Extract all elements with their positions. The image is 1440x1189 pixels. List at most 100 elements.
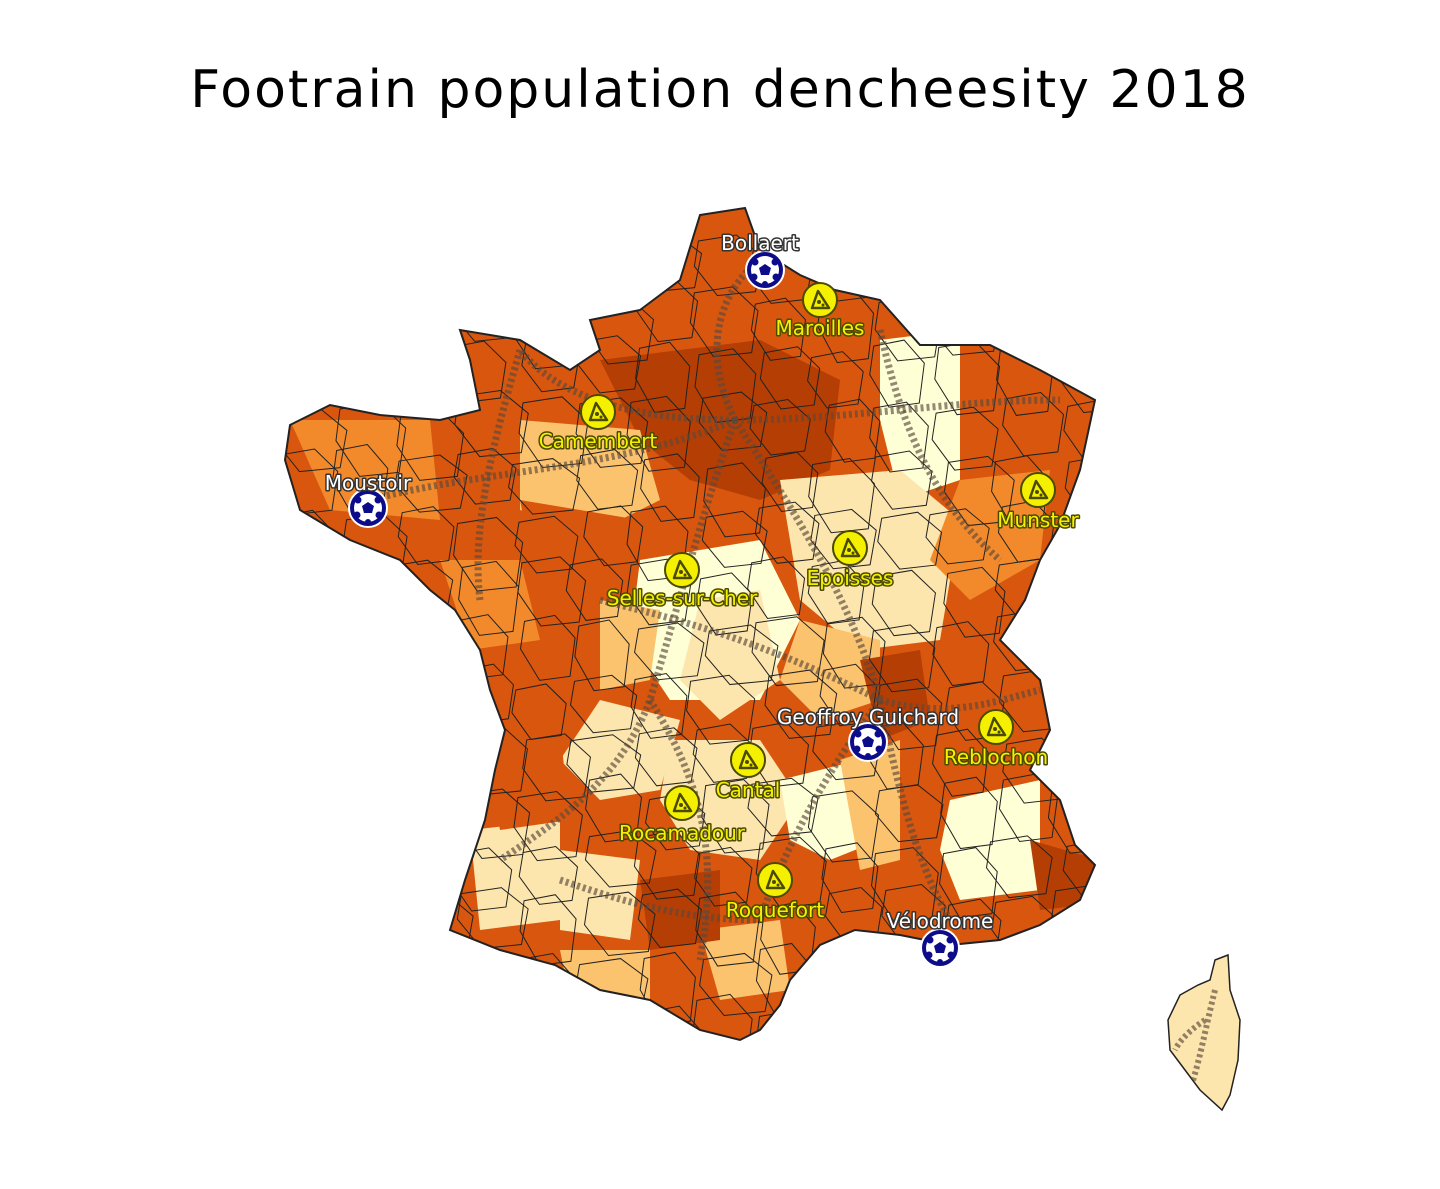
department-border xyxy=(991,455,1049,526)
department-border xyxy=(1002,737,1066,804)
dept-region xyxy=(1030,840,1095,910)
cheese-label: Maroilles xyxy=(776,316,865,340)
dept-region xyxy=(520,500,640,600)
dept-region xyxy=(840,740,900,870)
rail-line xyxy=(369,416,737,504)
department-border xyxy=(871,569,936,637)
department-border xyxy=(397,941,454,1002)
cheese-icon xyxy=(580,394,616,430)
department-border xyxy=(574,998,635,1040)
department-border xyxy=(764,669,838,739)
department-border xyxy=(285,949,339,1017)
department-border xyxy=(1062,839,1095,900)
stadium-label: Bollaert xyxy=(721,231,799,255)
department-border xyxy=(626,395,691,472)
department-border xyxy=(522,1009,586,1040)
department-border xyxy=(454,994,512,1040)
rail-line xyxy=(474,349,524,601)
department-border xyxy=(338,671,411,730)
department-border xyxy=(932,728,989,797)
department-border xyxy=(694,846,753,907)
department-border xyxy=(336,350,409,410)
department-border xyxy=(985,1005,1057,1040)
department-border xyxy=(1045,628,1095,690)
cheese-marker: Cantal xyxy=(714,742,782,804)
department-border xyxy=(872,230,930,306)
department-border xyxy=(643,1005,701,1040)
stadium-marker: Bollaert xyxy=(720,230,801,290)
department-border xyxy=(704,624,779,686)
department-border xyxy=(869,401,929,473)
department-border xyxy=(285,448,339,515)
department-border xyxy=(997,231,1068,301)
department-border xyxy=(750,297,807,361)
dept-region xyxy=(560,700,680,800)
cheese-marker: Selles-sur-Cher xyxy=(605,552,760,612)
dept-region xyxy=(470,820,560,930)
department-border xyxy=(341,622,401,693)
department-border xyxy=(285,1005,338,1040)
department-border xyxy=(877,511,943,570)
department-border xyxy=(285,234,333,296)
department-border xyxy=(285,553,341,630)
department-border xyxy=(399,790,462,861)
department-border xyxy=(819,663,878,727)
department-border xyxy=(699,952,773,1016)
cheese-icon xyxy=(730,742,766,778)
department-border xyxy=(400,1003,475,1040)
department-border xyxy=(458,560,520,636)
dept-region xyxy=(520,420,660,530)
department-border xyxy=(518,226,586,293)
department-border xyxy=(822,1011,894,1040)
department-border xyxy=(930,241,995,302)
department-border xyxy=(686,674,756,745)
cheese-label: Cantal xyxy=(716,778,781,802)
department-border xyxy=(519,614,576,681)
department-border xyxy=(576,449,639,510)
department-border xyxy=(809,945,869,1009)
map-title: Footrain population dencheesity 2018 xyxy=(190,60,1250,120)
department-border xyxy=(519,894,577,966)
department-border xyxy=(932,621,990,687)
department-border xyxy=(925,508,990,565)
department-border xyxy=(633,830,701,900)
department-border xyxy=(695,891,760,967)
department-border xyxy=(585,773,643,843)
department-border xyxy=(749,399,811,456)
stadium-marker: Vélodrome xyxy=(885,908,995,968)
cheese-label: Roquefort xyxy=(726,898,824,922)
department-border xyxy=(458,224,524,286)
rail-line xyxy=(498,418,739,863)
department-border xyxy=(331,830,389,891)
department-border xyxy=(1053,668,1095,743)
department-border xyxy=(1002,392,1065,457)
department-border xyxy=(1058,957,1095,1026)
department-border xyxy=(583,891,656,957)
corsica-outline xyxy=(1167,953,1241,1112)
department-border xyxy=(574,619,630,692)
cheese-marker: Rocamadour xyxy=(617,785,747,847)
department-border xyxy=(584,830,657,888)
department-border xyxy=(511,683,567,740)
department-border xyxy=(285,838,347,902)
stadium-label: Geoffroy Guichard xyxy=(777,705,959,729)
rail-line xyxy=(1172,989,1218,1091)
rail-line xyxy=(734,396,1061,424)
department-border xyxy=(821,842,879,914)
department-border xyxy=(870,1003,945,1040)
department-border xyxy=(874,784,944,843)
cheese-label: Munster xyxy=(997,508,1079,532)
department-border xyxy=(393,833,461,891)
department-border xyxy=(754,501,820,564)
cheese-icon xyxy=(802,282,838,318)
cheese-marker: Roquefort xyxy=(724,862,826,924)
department-border xyxy=(985,281,1056,352)
department-border xyxy=(985,835,1053,899)
cheese-label: Camembert xyxy=(539,429,658,453)
department-border xyxy=(392,732,459,805)
stadium-label: Vélodrome xyxy=(887,909,994,933)
department-border xyxy=(822,616,886,689)
department-border xyxy=(508,458,581,515)
department-border xyxy=(397,231,459,304)
